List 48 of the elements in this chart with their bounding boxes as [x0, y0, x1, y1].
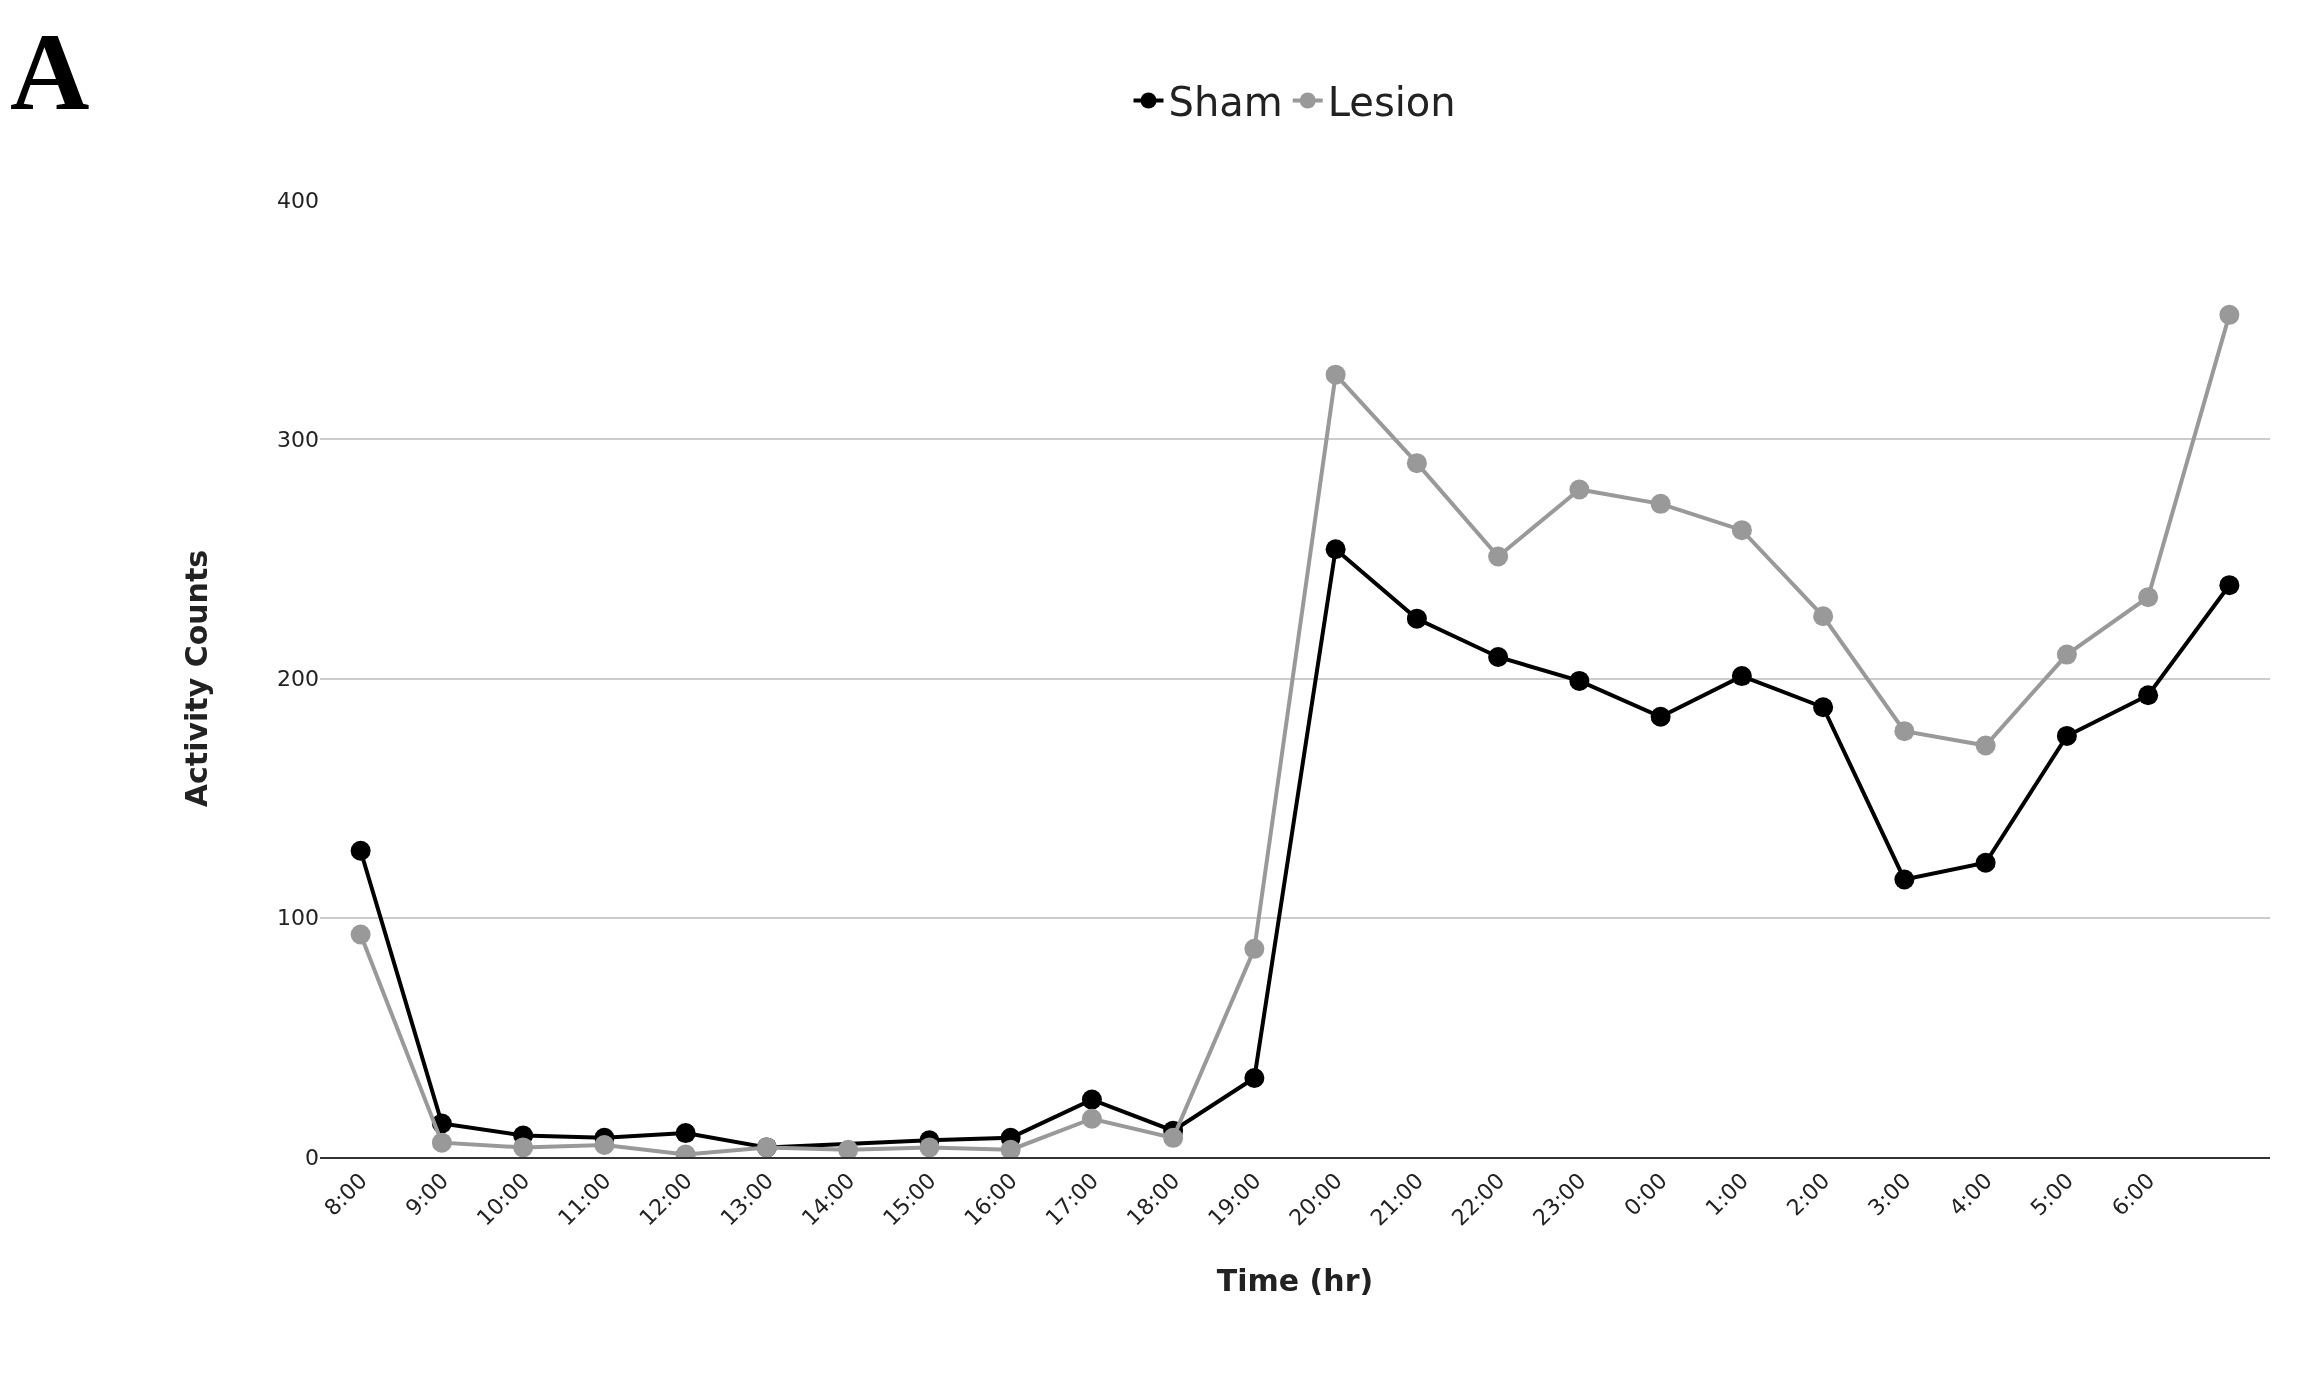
point [350, 924, 371, 945]
point [1244, 938, 1265, 959]
point [1650, 493, 1671, 514]
point [1244, 1068, 1265, 1089]
legend-label: Lesion [1327, 79, 1456, 126]
point [1731, 520, 1752, 541]
point [1894, 721, 1915, 742]
point [2056, 725, 2077, 746]
point [1406, 608, 1427, 629]
point [1325, 364, 1346, 385]
point [1894, 869, 1915, 890]
point [1325, 539, 1346, 560]
point [1975, 852, 1996, 873]
point [1650, 706, 1671, 727]
point [513, 1137, 534, 1157]
point [594, 1135, 615, 1156]
point [2138, 685, 2159, 706]
point [1569, 670, 1590, 691]
point [1569, 479, 1590, 500]
y-tick-label: 0 [305, 1144, 319, 1170]
point [350, 840, 371, 861]
point [919, 1137, 940, 1157]
point [1813, 697, 1834, 718]
y-axis-title: Activity Counts [179, 549, 214, 808]
x-axis-title: Time (hr) [1216, 1262, 1374, 1298]
point [431, 1132, 452, 1153]
point [838, 1139, 859, 1157]
point [1406, 453, 1427, 474]
y-tick-label: 200 [277, 666, 319, 692]
point [2219, 575, 2240, 596]
point [1000, 1139, 1021, 1157]
legend-label: Sham [1168, 79, 1283, 126]
point [1975, 735, 1996, 756]
point [2056, 644, 2077, 665]
point [1081, 1108, 1102, 1129]
point [1081, 1089, 1102, 1110]
point [2138, 587, 2159, 608]
point [2219, 304, 2240, 325]
point [675, 1123, 696, 1144]
y-tick-label: 100 [277, 905, 319, 931]
point [1488, 546, 1509, 567]
point [1163, 1127, 1184, 1148]
point [1488, 646, 1509, 667]
point [1731, 666, 1752, 687]
chart-title: A [10, 11, 90, 133]
y-tick-label: 300 [277, 426, 319, 452]
point [1813, 606, 1834, 627]
y-tick-label: 400 [277, 187, 319, 213]
